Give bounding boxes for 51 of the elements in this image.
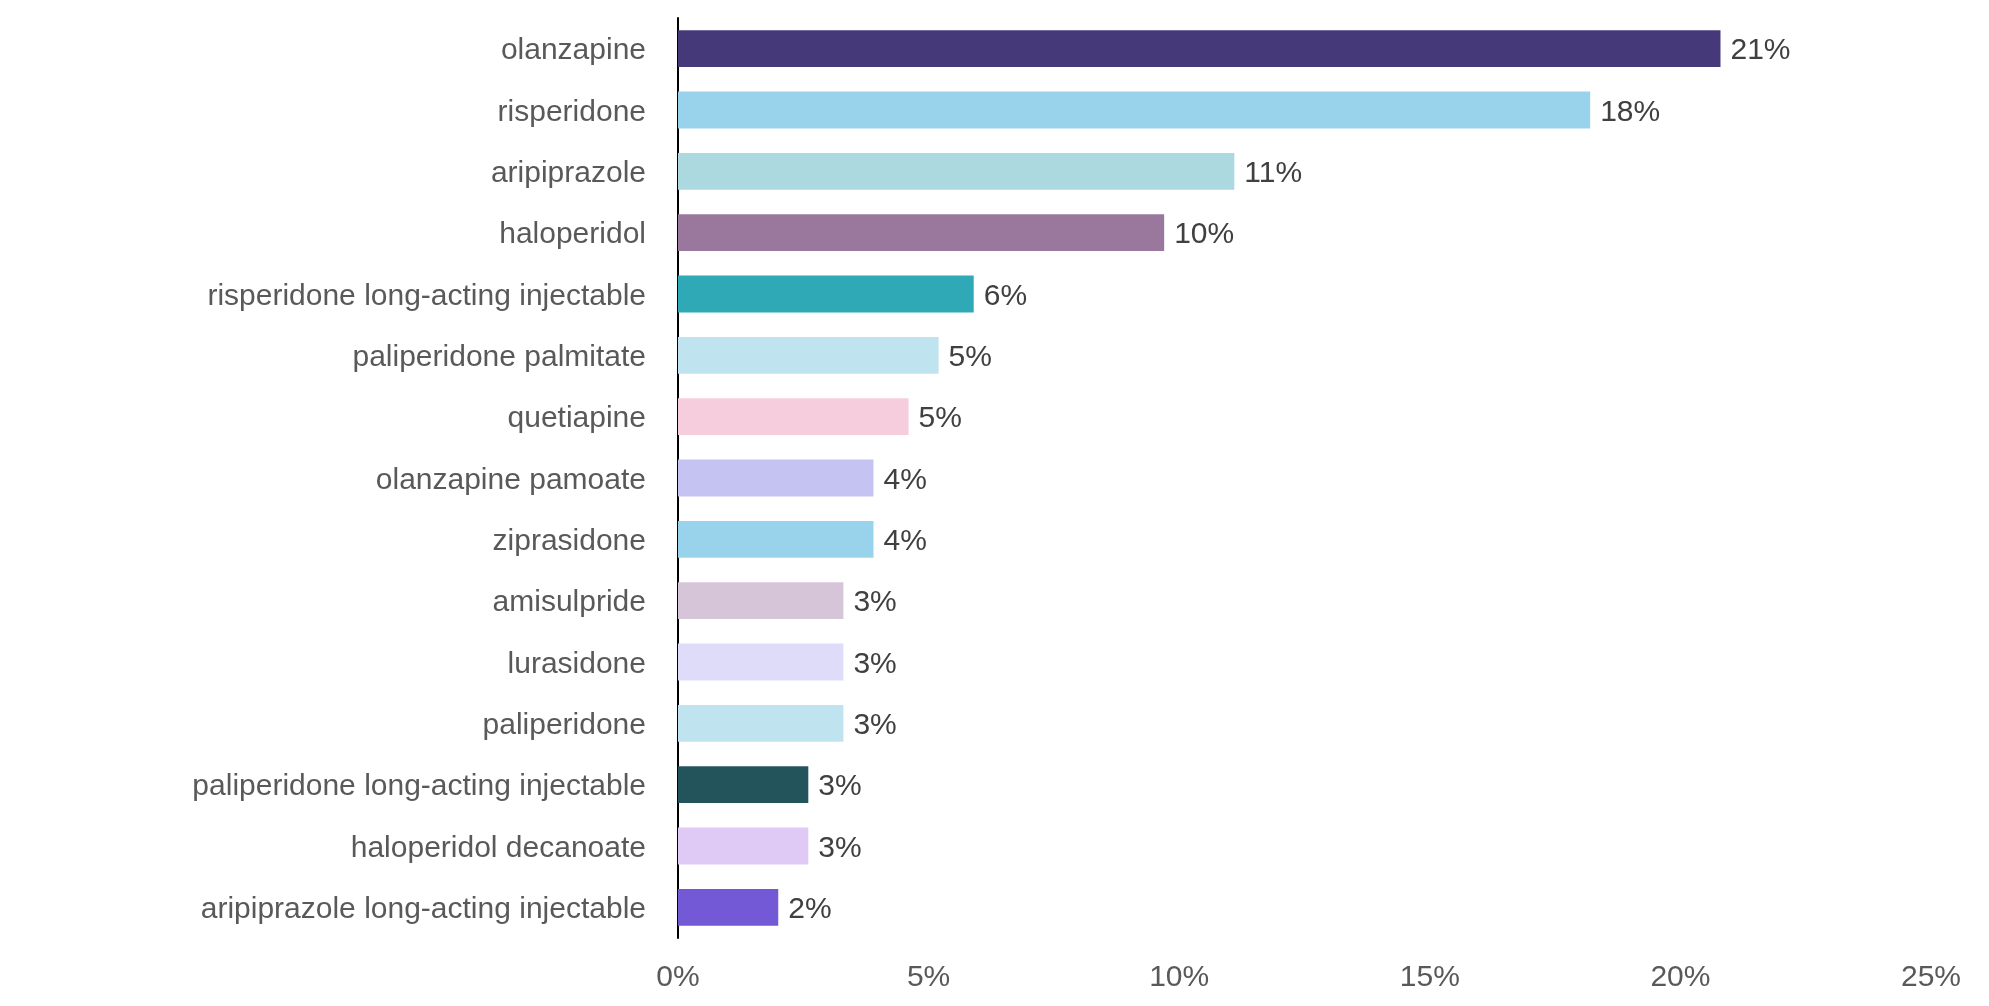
x-tick-label: 10% [1149, 958, 1210, 992]
data-label: 21% [1730, 32, 1791, 66]
x-tick-label: 5% [906, 958, 951, 992]
bar [678, 459, 874, 497]
bar [678, 520, 874, 558]
x-tick-label: 15% [1399, 958, 1460, 992]
bar [678, 336, 939, 374]
x-tick-label: 20% [1650, 958, 1711, 992]
data-label: 2% [788, 890, 832, 924]
y-tick-label: olanzapine pamoate [375, 461, 646, 495]
y-tick-label: risperidone [497, 93, 646, 127]
bar [678, 214, 1165, 252]
bar [678, 30, 1721, 68]
bar [678, 704, 844, 742]
y-tick-label: haloperidol decanoate [350, 829, 646, 863]
bar [678, 888, 779, 926]
y-tick-label: risperidone long-acting injectable [207, 277, 646, 311]
data-label: 3% [818, 829, 862, 863]
data-label: 18% [1600, 93, 1661, 127]
bar [678, 643, 844, 681]
data-label: 4% [883, 461, 927, 495]
bar [678, 398, 909, 436]
data-label: 3% [853, 584, 897, 618]
y-tick-label: paliperidone long-acting injectable [192, 768, 646, 802]
bar [678, 275, 974, 313]
data-label: 11% [1244, 154, 1303, 188]
data-label: 6% [983, 277, 1028, 311]
data-label: 5% [918, 400, 962, 434]
data-label: 10% [1174, 216, 1235, 250]
y-tick-label: paliperidone palmitate [352, 338, 646, 372]
y-tick-label: quetiapine [507, 400, 646, 434]
data-label: 3% [818, 768, 862, 802]
y-tick-label: aripiprazole long-acting injectable [200, 890, 646, 924]
x-tick-label: 25% [1900, 958, 1962, 992]
y-tick-label: ziprasidone [492, 522, 646, 556]
data-label: 3% [853, 645, 897, 679]
y-tick-label: lurasidone [507, 645, 646, 679]
bar [678, 766, 809, 804]
data-label: 5% [948, 338, 992, 372]
y-tick-label: amisulpride [492, 584, 646, 618]
y-tick-label: olanzapine [500, 32, 646, 66]
x-tick-label: 0% [656, 958, 700, 992]
y-tick-label: paliperidone [482, 706, 646, 740]
data-label: 4% [883, 522, 927, 556]
y-tick-label: aripiprazole [490, 154, 646, 188]
y-tick-label: haloperidol [499, 216, 646, 250]
bar [678, 582, 844, 620]
bar [678, 91, 1591, 129]
bar [678, 152, 1235, 190]
data-label: 3% [853, 706, 897, 740]
bar [678, 827, 809, 865]
